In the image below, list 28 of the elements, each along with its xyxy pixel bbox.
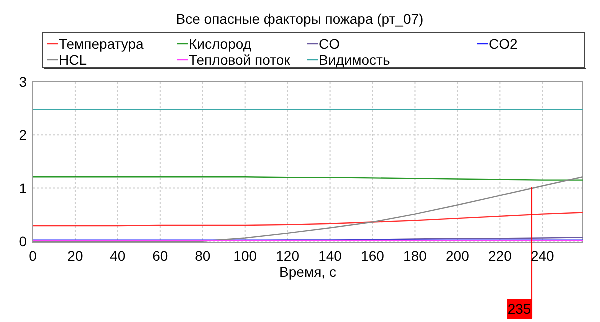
- chart-title: Все опасные факторы пожара (рт_07): [176, 11, 424, 27]
- y-tick-label: 3: [19, 74, 28, 90]
- legend-label: Кислород: [189, 36, 252, 52]
- x-tick-label: 140: [318, 248, 342, 264]
- legend-label: HCL: [59, 52, 88, 68]
- legend-label: Температура: [59, 36, 144, 52]
- x-tick-label: 80: [195, 248, 211, 264]
- x-tick-label: 160: [361, 248, 385, 264]
- x-tick-label: 40: [110, 248, 126, 264]
- x-tick-label: 60: [152, 248, 168, 264]
- legend-label: CO2: [489, 36, 518, 52]
- x-tick-label: 0: [29, 248, 38, 264]
- line-series: [32, 176, 584, 242]
- x-axis-title: Время, с: [280, 264, 336, 280]
- line-series: [32, 212, 584, 227]
- x-tick-label: 220: [488, 248, 512, 264]
- y-tick-label: 0: [19, 233, 28, 250]
- legend-label: Тепловой поток: [189, 52, 292, 68]
- x-tick-label: 100: [234, 248, 258, 264]
- ref-line-label: 235: [508, 301, 532, 317]
- legend-label: CO: [319, 36, 340, 52]
- x-tick-label: 20: [68, 248, 84, 264]
- legend-label: Видимость: [319, 52, 390, 68]
- y-tick-label: 1: [19, 180, 28, 196]
- y-tick-label: 2: [19, 127, 28, 144]
- x-tick-label: 180: [404, 248, 428, 264]
- x-tick-label: 200: [446, 248, 470, 264]
- x-tick-label: 120: [276, 248, 300, 264]
